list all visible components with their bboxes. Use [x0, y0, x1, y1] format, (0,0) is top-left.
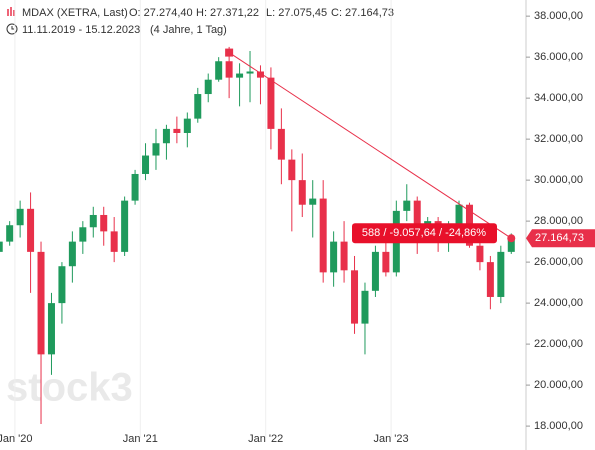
quote-high: H: 27.371,22 [196, 7, 259, 19]
period-note: (4 Jahre, 1 Tag) [150, 24, 227, 36]
candle-body [371, 251, 379, 291]
candle-body [37, 251, 45, 355]
candle-body [298, 180, 306, 205]
trendline [228, 52, 512, 239]
candle-body [6, 225, 14, 242]
header: MDAX (XETRA, Last) O: 27.274,40 H: 27.37… [6, 7, 394, 36]
candle-body [162, 128, 170, 144]
candle-body [319, 198, 327, 273]
candle-body [330, 241, 338, 273]
chart-title: MDAX (XETRA, Last) [22, 7, 128, 19]
trendline-label-box [352, 223, 497, 244]
candle-body [236, 73, 244, 78]
quote-low: L: 27.075,45 [266, 7, 327, 19]
candle-body [183, 118, 191, 133]
chart-icon [7, 7, 15, 16]
candle-body [194, 94, 202, 119]
y-tick-label: 20.000,00 [534, 379, 583, 391]
candle-body [277, 128, 285, 160]
candle-body [142, 155, 150, 174]
candle-body [79, 227, 87, 242]
candle-body [68, 241, 76, 267]
x-tick-label: Jan '22 [248, 433, 283, 445]
candle-body [110, 231, 118, 252]
candle-body [246, 71, 254, 74]
candle-body [131, 173, 139, 201]
y-tick-label: 28.000,00 [534, 215, 583, 227]
candle-body [497, 251, 505, 297]
x-tick-label: Jan '21 [123, 433, 158, 445]
y-tick-label: 34.000,00 [534, 92, 583, 104]
candle-body [486, 262, 494, 297]
y-tick-label: 38.000,00 [534, 10, 583, 22]
candle-body [413, 200, 421, 232]
candle-body [455, 204, 463, 232]
y-tick-label: 24.000,00 [534, 297, 583, 309]
candle-body [288, 159, 296, 181]
candle-body [382, 251, 390, 273]
candle-body [173, 128, 181, 133]
period: 11.11.2019 - 15.12.2023 [22, 24, 140, 36]
trendline-handle [507, 234, 516, 243]
candle-body [351, 270, 359, 324]
watermark: stock3 [6, 366, 133, 410]
last-price-marker [526, 229, 595, 248]
candle-body [16, 208, 24, 226]
candle-body [100, 214, 108, 232]
y-tick-label: 30.000,00 [534, 174, 583, 186]
candle-body [204, 79, 212, 95]
y-tick-label: 22.000,00 [534, 338, 583, 350]
candle-body [152, 143, 160, 156]
clock-icon [6, 23, 18, 35]
candle-body [507, 238, 515, 252]
candle-body [476, 245, 484, 263]
candle-body [215, 61, 223, 80]
x-tick-label: Jan '23 [374, 433, 409, 445]
y-tick-label: 18.000,00 [534, 420, 583, 432]
last-price-label: 27.164,73 [535, 232, 584, 244]
trendline-handle [225, 48, 234, 57]
y-tick-label: 36.000,00 [534, 51, 583, 63]
candle-body [27, 208, 35, 252]
candle-body [225, 61, 233, 78]
candle-body [256, 71, 264, 78]
candle-body [47, 303, 55, 355]
candle-body [0, 241, 3, 252]
candle-body [58, 266, 66, 304]
clock-hand [11, 26, 14, 30]
y-tick-label: 32.000,00 [534, 133, 583, 145]
quote-open: O: 27.274,40 [129, 7, 193, 19]
candle-body [267, 77, 275, 129]
candle-body [340, 241, 348, 271]
candle-body [361, 290, 369, 324]
candle-body [89, 214, 97, 228]
candle-body [309, 198, 317, 205]
trendline-label: 588 / -9.057,64 / -24,86% [362, 227, 486, 239]
x-tick-label: Jan '20 [0, 433, 32, 445]
candle-body [121, 200, 129, 252]
y-tick-label: 26.000,00 [534, 256, 583, 268]
candle-body [403, 200, 411, 211]
quote-close: C: 27.164,73 [331, 7, 394, 19]
